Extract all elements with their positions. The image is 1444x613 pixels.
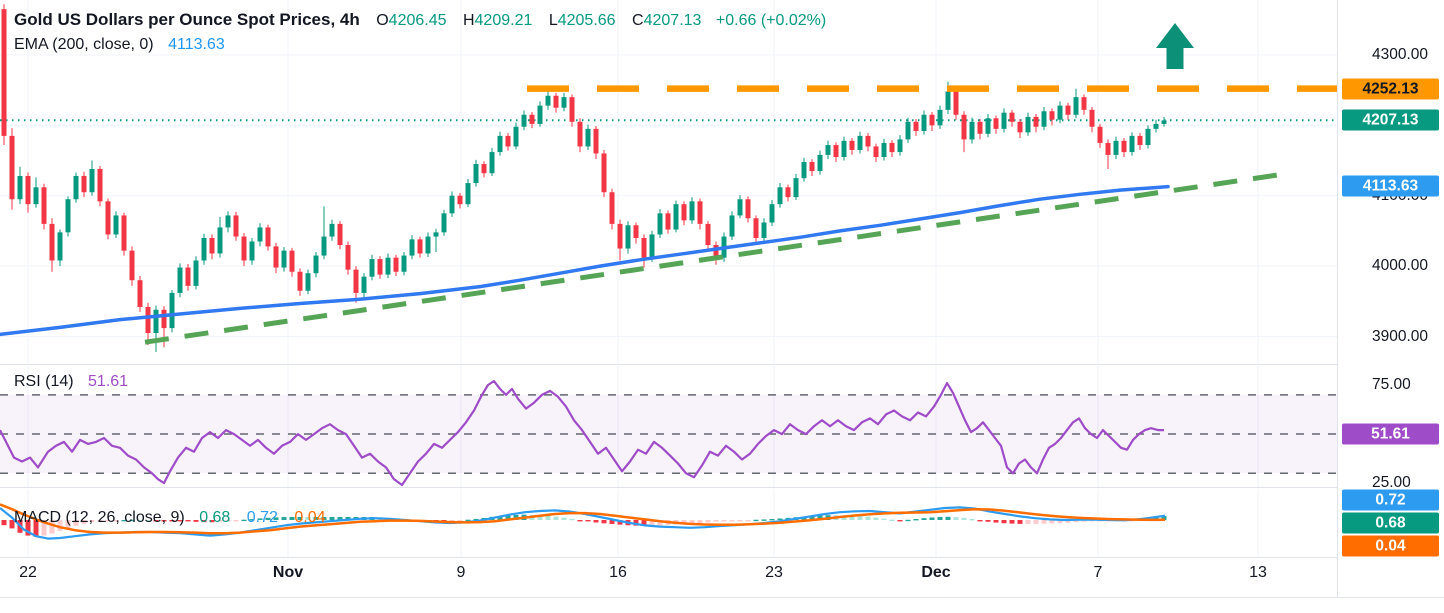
macd-canvas[interactable] (0, 489, 1337, 557)
macd-label: MACD (12, 26, close, 9) (14, 509, 185, 526)
price-badge: 4252.13 (1342, 78, 1439, 100)
ema-value: 4113.63 (168, 36, 225, 53)
rsi-tick: 25.00 (1372, 474, 1411, 491)
macd-signal-value: 0.04 (294, 509, 326, 526)
pane-divider[interactable] (0, 364, 1444, 365)
macd-signal-line (0, 503, 1166, 535)
macd-pane[interactable]: MACD (12, 26, close, 9) 0.68 0.72 0.04 (0, 489, 1337, 557)
ema-200-line[interactable] (0, 184, 1170, 337)
chart-bottom-border (0, 597, 1444, 598)
time-tick-label: 13 (1249, 564, 1267, 581)
time-tick-label: Dec (921, 564, 951, 581)
pane-divider[interactable] (0, 487, 1444, 488)
close-label: C (632, 12, 644, 29)
time-tick-label: 16 (609, 564, 627, 581)
high-value: 4209.21 (474, 12, 533, 29)
high-label: H (462, 12, 475, 29)
rsi-tick: 75.00 (1372, 376, 1411, 393)
rsi-label: RSI (14) (14, 373, 74, 390)
price-badge: 0.04 (1342, 535, 1439, 557)
price-badge: 4113.63 (1342, 175, 1439, 197)
time-axis[interactable]: 22 Nov 9 16 23 Dec 7 13 (0, 558, 1337, 597)
time-tick-label: 7 (1093, 564, 1103, 581)
time-tick-label: 9 (456, 564, 466, 581)
vertical-gridlines (27, 366, 1259, 487)
open-value: 4206.45 (388, 12, 447, 29)
candles (1, 4, 1167, 353)
symbol-status-row: Gold US Dollars per Ounce Spot Prices, 4… (14, 8, 826, 33)
macd-hist-value: 0.68 (199, 509, 231, 526)
time-tick-label: Nov (272, 564, 304, 581)
rsi-canvas[interactable] (0, 366, 1337, 487)
price-tick: 4300.00 (1372, 46, 1429, 63)
main-price-pane[interactable]: Gold US Dollars per Ounce Spot Prices, 4… (0, 0, 1337, 364)
vertical-gridlines (27, 0, 1259, 364)
time-tick-label: 23 (765, 564, 783, 581)
price-tick: 4000.00 (1372, 257, 1429, 274)
chart-widget: Gold US Dollars per Ounce Spot Prices, 4… (0, 0, 1444, 598)
symbol-title: Gold US Dollars per Ounce Spot Prices, 4… (14, 10, 360, 29)
rsi-legend[interactable]: RSI (14) 51.61 (14, 370, 128, 394)
price-badge: 51.61 (1342, 423, 1439, 445)
time-tick-label: 22 (19, 564, 37, 581)
low-value: 4205.66 (557, 12, 616, 29)
horizontal-gridlines (0, 54, 1337, 338)
main-legend: Gold US Dollars per Ounce Spot Prices, 4… (14, 8, 826, 57)
pane-divider[interactable] (0, 557, 1444, 558)
price-badge: 0.72 (1342, 489, 1439, 511)
price-tick: 3900.00 (1372, 328, 1429, 345)
change-value: +0.66 (+0.02%) (715, 12, 827, 29)
low-label: L (548, 12, 558, 29)
price-axis[interactable]: 4300.004100.004000.003900.0075.0025.0042… (1337, 0, 1444, 598)
close-value: 4207.13 (643, 12, 702, 29)
up-arrow-drawing[interactable] (1156, 23, 1194, 69)
ema-status-row[interactable]: EMA (200, close, 0) 4113.63 (14, 33, 826, 57)
open-label: O (376, 12, 389, 29)
ema-label: EMA (200, close, 0) (14, 36, 154, 53)
trendline-drawing[interactable] (144, 171, 1286, 345)
rsi-value: 51.61 (88, 373, 129, 390)
rsi-line (0, 380, 1164, 487)
price-chart-canvas[interactable] (0, 0, 1337, 364)
price-badge: 0.68 (1342, 512, 1439, 534)
macd-line-value: 0.72 (246, 509, 278, 526)
rsi-pane[interactable]: RSI (14) 51.61 (0, 366, 1337, 487)
macd-legend[interactable]: MACD (12, 26, close, 9) 0.68 0.72 0.04 (14, 506, 326, 530)
price-badge: 4207.13 (1342, 109, 1439, 131)
